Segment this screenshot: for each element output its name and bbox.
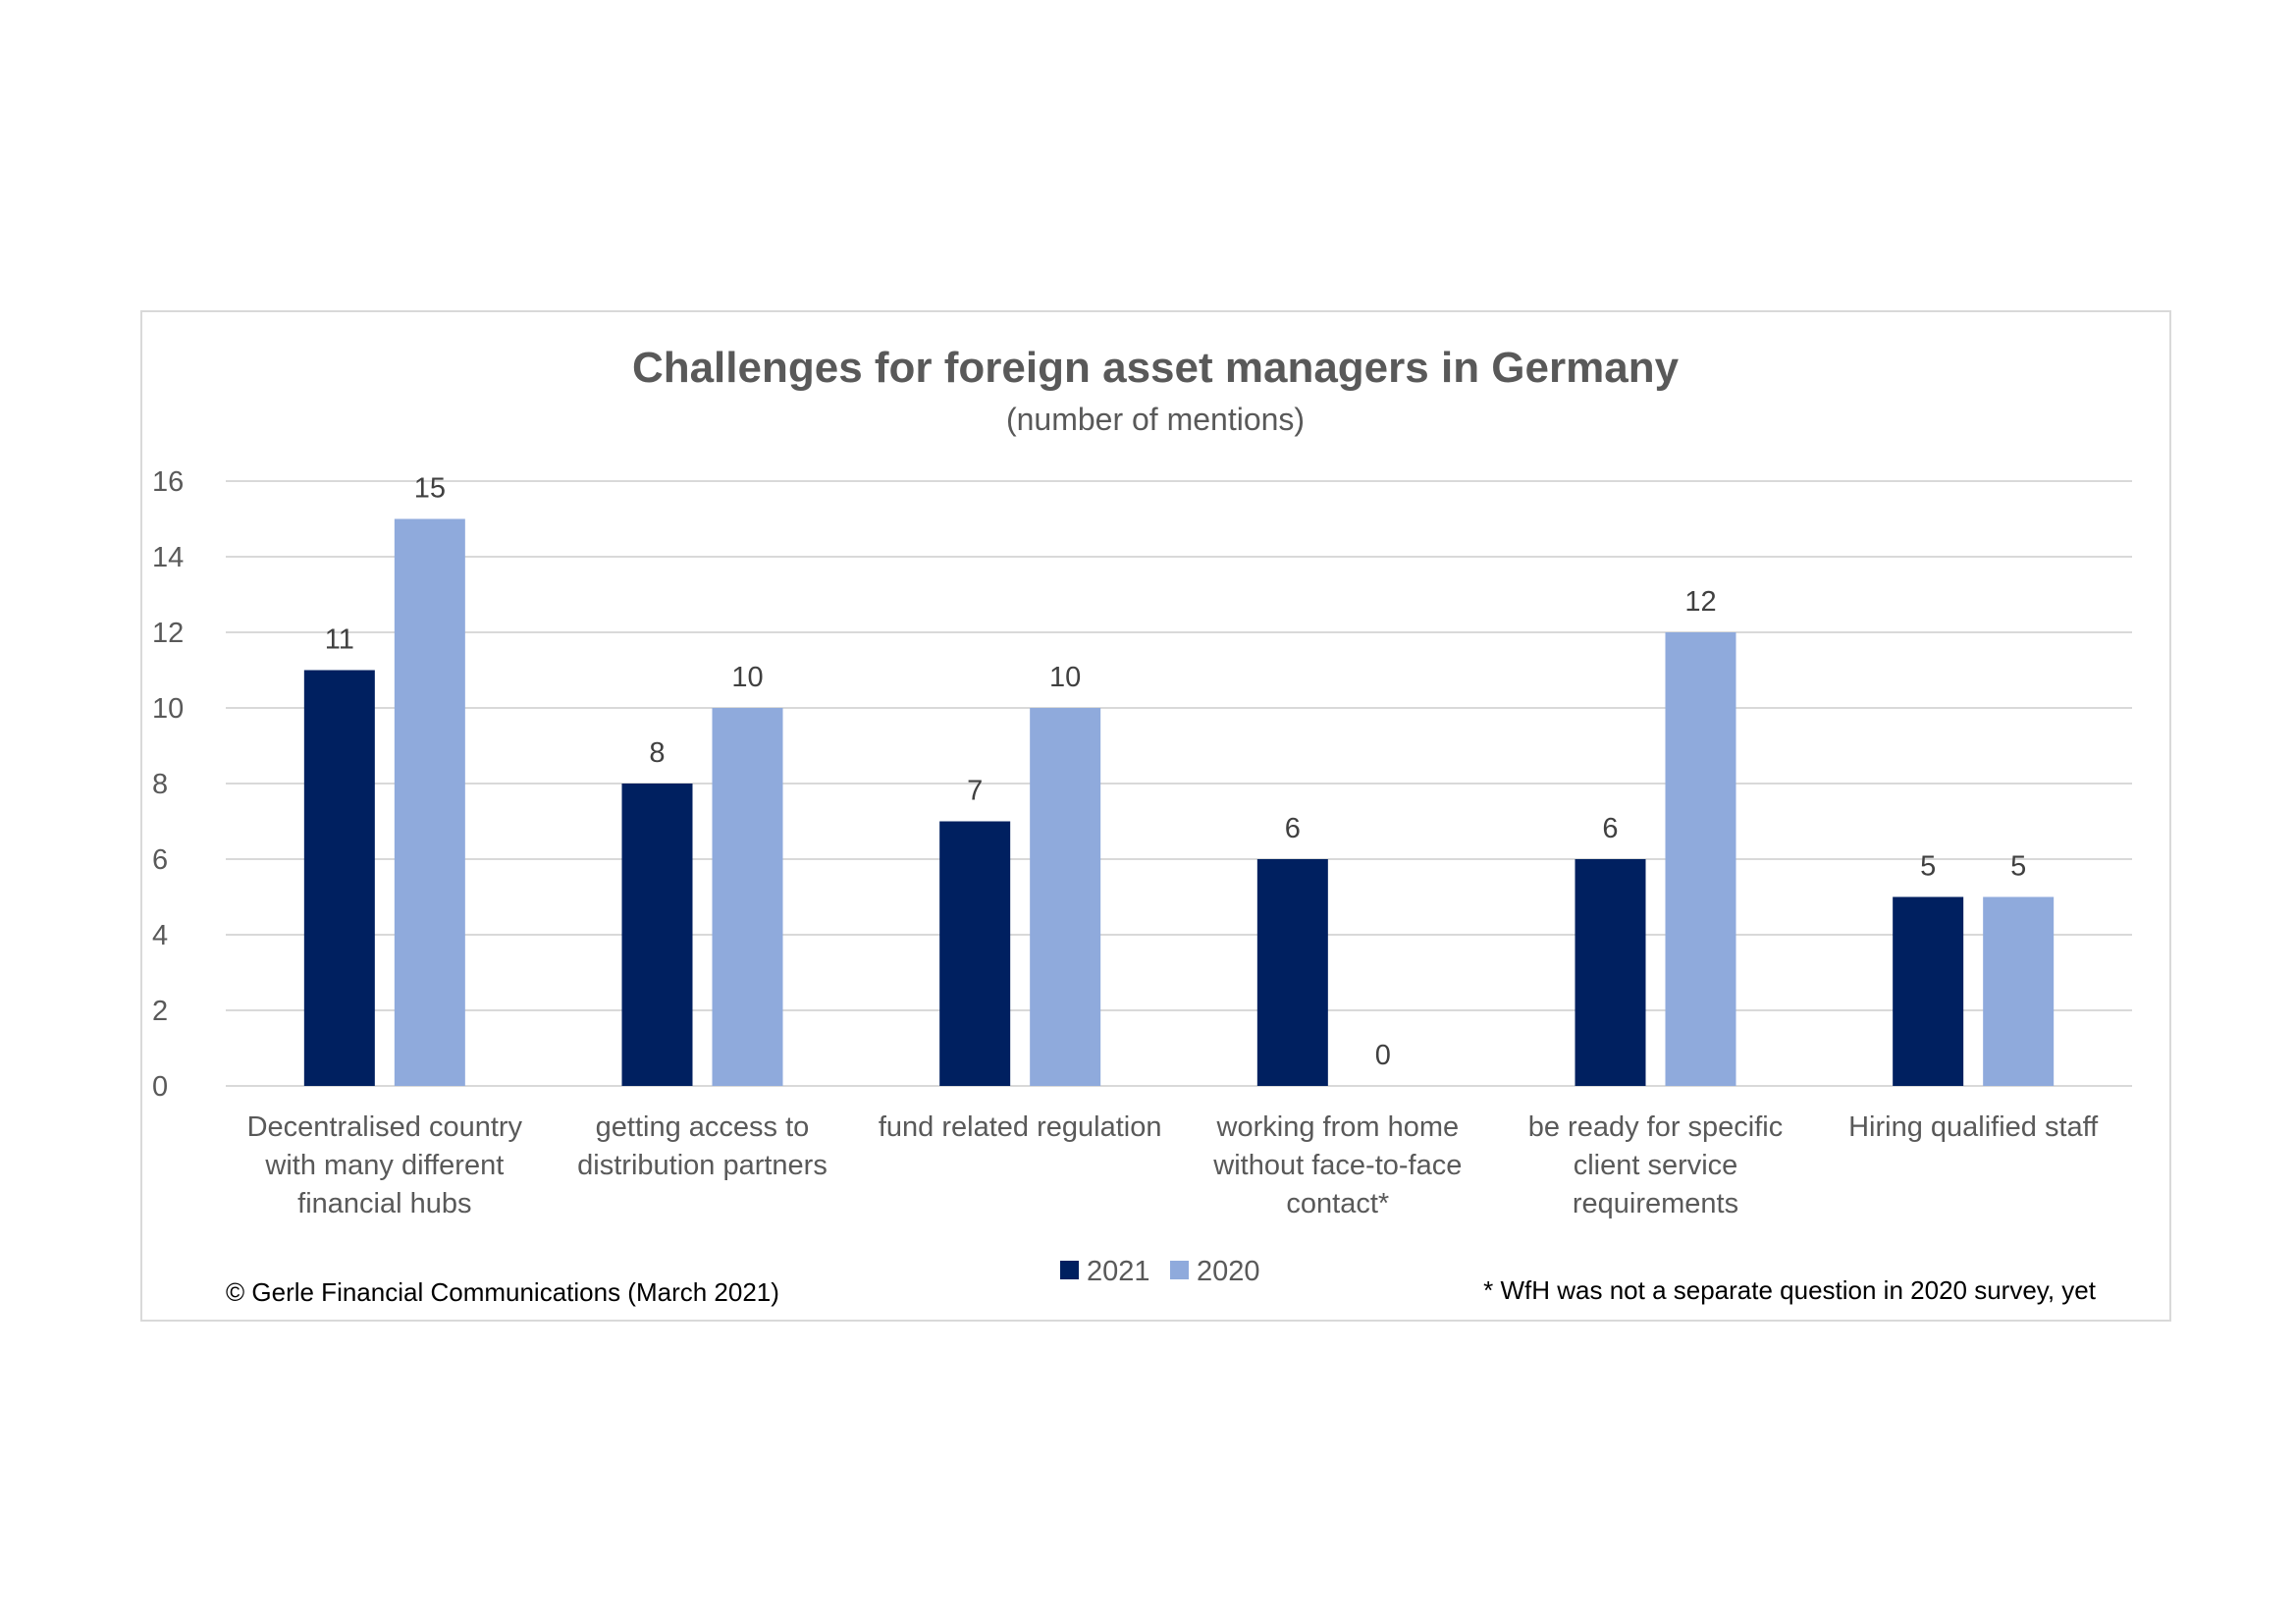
data-label: 6 xyxy=(1602,813,1618,844)
bar-2021 xyxy=(939,821,1011,1086)
chart-title: Challenges for foreign asset managers in… xyxy=(632,344,1680,392)
category-label: fund related regulation xyxy=(879,1111,1162,1143)
bar-2020 xyxy=(1665,632,1736,1086)
y-tick-label: 8 xyxy=(152,769,168,800)
y-tick-label: 2 xyxy=(152,996,168,1027)
x-axis-categories: Decentralised country with many different… xyxy=(247,1111,2100,1219)
data-label: 10 xyxy=(731,662,763,693)
copyright-note: © Gerle Financial Communications (March … xyxy=(226,1277,779,1307)
legend-label: 2021 xyxy=(1087,1256,1150,1287)
data-label: 11 xyxy=(325,624,354,656)
category-label: be ready for specific client service requi… xyxy=(1528,1111,1784,1219)
legend-swatch-2021 xyxy=(1060,1261,1079,1279)
legend-label: 2020 xyxy=(1197,1256,1260,1287)
data-label: 8 xyxy=(649,737,665,769)
y-tick-label: 6 xyxy=(152,844,168,876)
data-labels: 11 15 8 10 7 10 6 0 6 12 5 5 xyxy=(325,473,2026,1072)
gridlines xyxy=(226,480,2132,1087)
bar-2021 xyxy=(1256,859,1328,1086)
y-tick-label: 16 xyxy=(152,466,184,498)
data-label: 5 xyxy=(2010,851,2026,883)
bar-chart: Challenges for foreign asset managers in… xyxy=(152,344,2132,1307)
chart-subtitle: (number of mentions) xyxy=(1006,402,1305,437)
legend: 2021 2020 xyxy=(1060,1256,1260,1287)
footnote: * WfH was not a separate question in 202… xyxy=(1483,1275,2097,1305)
y-tick-label: 14 xyxy=(152,542,184,573)
data-label: 12 xyxy=(1684,586,1716,618)
data-label: 0 xyxy=(1375,1040,1391,1071)
y-tick-label: 4 xyxy=(152,920,168,951)
bar-2021 xyxy=(1575,859,1646,1086)
data-label: 7 xyxy=(967,776,983,807)
y-tick-label: 0 xyxy=(152,1071,168,1103)
y-tick-label: 10 xyxy=(152,693,184,725)
data-label: 6 xyxy=(1285,813,1301,844)
bar-2020 xyxy=(394,518,465,1086)
category-label: Hiring qualified staff xyxy=(1848,1111,2099,1143)
category-label: Decentralised country with many different… xyxy=(247,1111,523,1219)
legend-swatch-2020 xyxy=(1170,1261,1189,1279)
bar-2020 xyxy=(1983,896,2055,1086)
chart-frame: Challenges for foreign asset managers in… xyxy=(140,310,2171,1322)
data-label: 10 xyxy=(1049,662,1081,693)
data-label: 5 xyxy=(1920,851,1936,883)
y-axis-ticks: 0 2 4 6 8 10 12 14 16 xyxy=(152,466,184,1103)
bar-2020 xyxy=(712,708,783,1086)
bar-2021 xyxy=(621,784,693,1086)
bar-2021 xyxy=(1893,896,1964,1086)
category-label: getting access to distribution partners xyxy=(577,1111,828,1181)
data-label: 15 xyxy=(414,473,446,505)
y-tick-label: 12 xyxy=(152,618,184,649)
bars xyxy=(303,518,2055,1086)
bar-2020 xyxy=(1030,708,1101,1086)
category-label: working from home without face-to-face con… xyxy=(1212,1111,1462,1219)
bar-2021 xyxy=(303,670,375,1086)
